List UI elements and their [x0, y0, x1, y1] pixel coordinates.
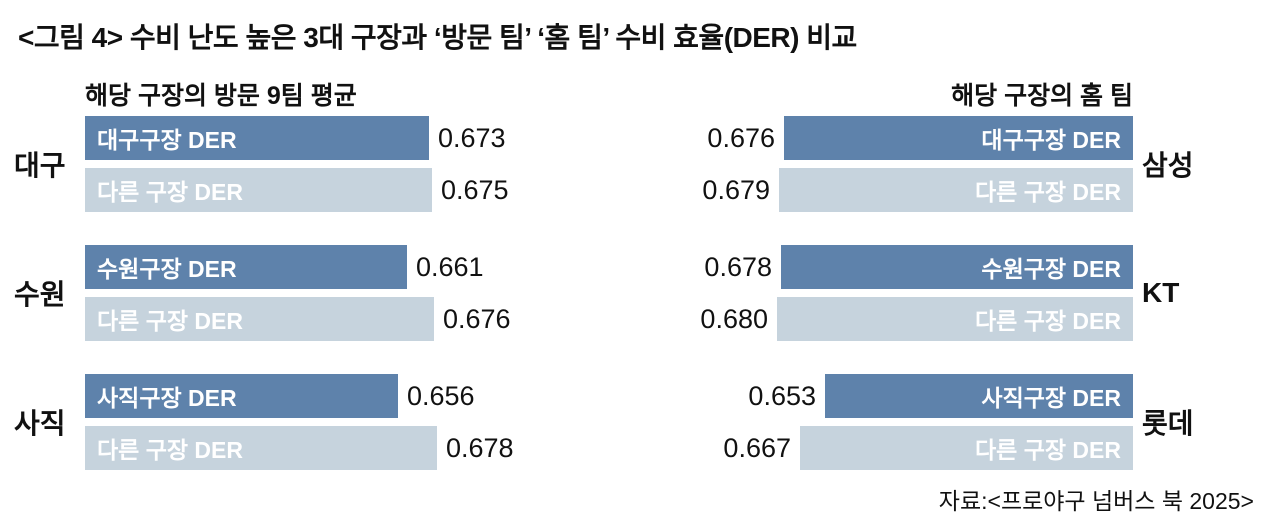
bar-row: 0.680 다른 구장 DER — [600, 297, 1133, 341]
bar-row: 다른 구장 DER 0.676 — [85, 297, 511, 341]
der-value: 0.676 — [443, 303, 511, 334]
der-bar-daegu-park: 대구구장 DER — [784, 116, 1133, 160]
der-bar-other-parks: 다른 구장 DER — [800, 426, 1133, 470]
bar-label: 수원구장 DER — [981, 256, 1121, 282]
team-label: 롯데 — [1142, 408, 1194, 439]
der-value: 0.680 — [700, 303, 768, 334]
der-value: 0.661 — [416, 251, 484, 282]
der-value: 0.656 — [407, 380, 475, 411]
right-group-samsung: 0.676 대구구장 DER 0.679 다른 구장 DER 삼성 — [600, 116, 1194, 212]
der-value: 0.675 — [441, 174, 509, 205]
left-group-suwon: 수원 수원구장 DER 0.661 다른 구장 DER 0.676 — [14, 245, 514, 341]
bar-label: 다른 구장 DER — [97, 437, 243, 463]
bars-column: 사직구장 DER 0.656 다른 구장 DER 0.678 — [85, 374, 514, 470]
der-bar-other-parks: 다른 구장 DER — [85, 297, 434, 341]
bar-label: 수원구장 DER — [97, 256, 237, 282]
bar-row: 사직구장 DER 0.656 — [85, 374, 514, 418]
team-label: KT — [1142, 277, 1180, 308]
der-value: 0.678 — [704, 251, 772, 282]
der-bar-daegu-park: 대구구장 DER — [85, 116, 429, 160]
ballpark-label: 사직 — [14, 408, 66, 439]
bar-row: 0.653 사직구장 DER — [600, 374, 1133, 418]
bar-label: 사직구장 DER — [981, 385, 1121, 411]
der-value: 0.673 — [438, 122, 506, 153]
bar-row: 수원구장 DER 0.661 — [85, 245, 511, 289]
bars-column: 0.678 수원구장 DER 0.680 다른 구장 DER — [600, 245, 1133, 341]
bar-row: 다른 구장 DER 0.678 — [85, 426, 514, 470]
der-value: 0.678 — [446, 432, 514, 463]
right-column-header: 해당 구장의 홈 팀 — [951, 82, 1133, 110]
bar-row: 다른 구장 DER 0.675 — [85, 168, 509, 212]
der-value: 0.679 — [702, 174, 770, 205]
der-bar-suwon-park: 수원구장 DER — [781, 245, 1133, 289]
der-bar-other-parks: 다른 구장 DER — [85, 426, 437, 470]
bars-column: 대구구장 DER 0.673 다른 구장 DER 0.675 — [85, 116, 509, 212]
bar-label: 다른 구장 DER — [975, 437, 1121, 463]
bar-row: 0.678 수원구장 DER — [600, 245, 1133, 289]
bar-label: 사직구장 DER — [97, 385, 237, 411]
left-group-sajik: 사직 사직구장 DER 0.656 다른 구장 DER 0.678 — [14, 374, 514, 470]
right-group-lotte: 0.653 사직구장 DER 0.667 다른 구장 DER 롯데 — [600, 374, 1194, 470]
bar-row: 0.667 다른 구장 DER — [600, 426, 1133, 470]
der-bar-sajik-park: 사직구장 DER — [825, 374, 1133, 418]
der-value: 0.653 — [748, 380, 816, 411]
ballpark-label: 수원 — [14, 279, 66, 310]
left-group-daegu: 대구 대구구장 DER 0.673 다른 구장 DER 0.675 — [14, 116, 514, 212]
der-bar-other-parks: 다른 구장 DER — [777, 297, 1133, 341]
bar-label: 대구구장 DER — [981, 127, 1121, 153]
ballpark-label: 대구 — [14, 150, 66, 181]
source-credit: 자료:<프로야구 넘버스 북 2025> — [938, 488, 1254, 514]
bars-column: 수원구장 DER 0.661 다른 구장 DER 0.676 — [85, 245, 511, 341]
figure-title: <그림 4> 수비 난도 높은 3대 구장과 ‘방문 팀’ ‘홈 팀’ 수비 효… — [18, 22, 857, 53]
der-value: 0.667 — [723, 432, 791, 463]
team-label: 삼성 — [1142, 150, 1194, 181]
bar-row: 0.679 다른 구장 DER — [600, 168, 1133, 212]
bar-label: 다른 구장 DER — [975, 308, 1121, 334]
der-bar-suwon-park: 수원구장 DER — [85, 245, 407, 289]
der-value: 0.676 — [707, 122, 775, 153]
right-group-kt: 0.678 수원구장 DER 0.680 다른 구장 DER KT — [600, 245, 1194, 341]
bar-row: 대구구장 DER 0.673 — [85, 116, 509, 160]
home-team-chart: 0.676 대구구장 DER 0.679 다른 구장 DER 삼성 0.678 — [600, 116, 1194, 470]
left-column-header: 해당 구장의 방문 9팀 평균 — [85, 82, 357, 110]
der-bar-sajik-park: 사직구장 DER — [85, 374, 398, 418]
bar-label: 다른 구장 DER — [97, 179, 243, 205]
bar-label: 다른 구장 DER — [97, 308, 243, 334]
bar-row: 0.676 대구구장 DER — [600, 116, 1133, 160]
der-bar-other-parks: 다른 구장 DER — [85, 168, 432, 212]
bar-label: 대구구장 DER — [97, 127, 237, 153]
der-bar-other-parks: 다른 구장 DER — [779, 168, 1133, 212]
bars-column: 0.676 대구구장 DER 0.679 다른 구장 DER — [600, 116, 1133, 212]
bar-label: 다른 구장 DER — [975, 179, 1121, 205]
bars-column: 0.653 사직구장 DER 0.667 다른 구장 DER — [600, 374, 1133, 470]
visiting-team-chart: 대구 대구구장 DER 0.673 다른 구장 DER 0.675 수원 — [14, 116, 514, 470]
